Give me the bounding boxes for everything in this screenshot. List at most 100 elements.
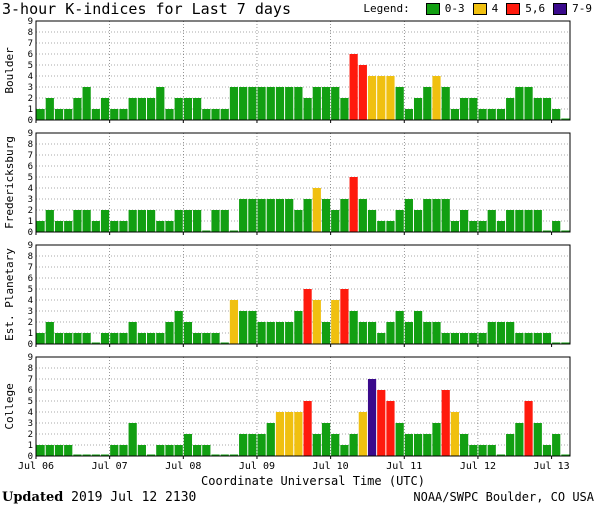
k-index-bar xyxy=(496,221,506,232)
k-index-bar xyxy=(312,300,321,344)
k-index-bar xyxy=(239,199,248,232)
k-index-bar xyxy=(285,412,294,456)
k-index-bar xyxy=(404,322,413,344)
k-index-bar xyxy=(285,199,294,232)
k-index-bar xyxy=(450,333,460,344)
legend-swatch-red xyxy=(506,2,521,15)
k-index-bar xyxy=(54,221,64,232)
k-index-bar xyxy=(331,87,340,120)
k-index-bar xyxy=(165,445,174,456)
k-index-bar xyxy=(413,98,423,120)
k-index-bar xyxy=(496,454,506,456)
k-index-bar xyxy=(119,109,128,120)
y-tick-label: 7 xyxy=(28,375,33,385)
k-index-bar xyxy=(349,434,358,456)
legend-item-7-9: 7-9 xyxy=(553,2,592,15)
k-index-bar xyxy=(496,322,506,344)
k-index-bar xyxy=(248,434,257,456)
y-tick-label: 6 xyxy=(28,50,33,60)
k-index-bar xyxy=(377,76,386,120)
k-index-bar xyxy=(386,76,395,120)
k-index-bar xyxy=(54,333,64,344)
k-index-bar xyxy=(156,221,165,232)
k-index-bar xyxy=(183,98,193,120)
k-index-bar xyxy=(423,199,432,232)
k-index-bar xyxy=(137,98,146,120)
x-tick-label: Jul 11 xyxy=(386,461,422,472)
k-index-bar xyxy=(275,199,285,232)
k-index-bar xyxy=(367,379,377,456)
k-index-bar xyxy=(266,87,275,120)
k-index-bar xyxy=(386,221,395,232)
y-tick-label: 4 xyxy=(28,72,33,82)
k-index-bar xyxy=(45,322,54,344)
y-tick-label: 0 xyxy=(28,228,33,238)
panel-frame xyxy=(35,20,571,121)
y-tick-label: 2 xyxy=(28,318,33,328)
y-tick-label: 7 xyxy=(28,39,33,49)
y-tick-label: 4 xyxy=(28,184,33,194)
k-index-bar xyxy=(469,221,478,232)
k-index-bar xyxy=(128,98,137,120)
k-index-bar xyxy=(193,98,202,120)
y-tick-label: 8 xyxy=(28,28,33,38)
y-tick-label: 6 xyxy=(28,274,33,284)
k-index-bar xyxy=(229,300,239,344)
legend-swatch-yellow xyxy=(472,2,487,15)
k-index-bar xyxy=(183,322,193,344)
k-index-bar xyxy=(183,210,193,232)
legend-label-4: 4 xyxy=(491,2,499,15)
k-index-bar xyxy=(367,322,377,344)
k-index-bar xyxy=(377,221,386,232)
k-index-bar xyxy=(110,333,119,344)
k-index-bar xyxy=(174,210,183,232)
k-index-bar xyxy=(303,401,312,456)
x-tick-label: Jul 12 xyxy=(460,461,496,472)
k-index-bar xyxy=(441,199,450,232)
k-index-bar xyxy=(266,322,275,344)
k-index-bar xyxy=(266,423,275,456)
k-index-bar xyxy=(220,109,229,120)
k-index-bar xyxy=(423,434,432,456)
k-index-bar xyxy=(174,445,183,456)
k-index-bar xyxy=(64,445,73,456)
k-index-bar xyxy=(450,412,460,456)
k-index-bar xyxy=(386,322,395,344)
k-index-bar xyxy=(257,322,266,344)
k-index-bar xyxy=(561,118,570,120)
k-index-bar xyxy=(36,333,45,344)
k-index-bar xyxy=(110,445,119,456)
k-index-bar xyxy=(275,412,285,456)
k-index-bar xyxy=(478,109,487,120)
k-index-bar xyxy=(229,87,239,120)
k-index-bar xyxy=(257,199,266,232)
k-index-bar xyxy=(524,210,533,232)
y-tick-label: 9 xyxy=(28,353,33,363)
k-index-bar xyxy=(542,333,552,344)
k-index-bar xyxy=(386,401,395,456)
k-index-bar xyxy=(119,333,128,344)
k-index-bar xyxy=(413,434,423,456)
k-index-bar xyxy=(321,423,331,456)
k-index-bar xyxy=(349,177,358,232)
k-index-bar xyxy=(36,221,45,232)
updated-value: 2019 Jul 12 2130 xyxy=(71,490,197,505)
k-index-bar xyxy=(91,109,100,120)
k-index-bar xyxy=(193,210,202,232)
k-index-bar xyxy=(128,423,137,456)
y-tick-label: 2 xyxy=(28,430,33,440)
y-tick-label: 9 xyxy=(28,241,33,251)
k-index-bar xyxy=(285,87,294,120)
k-index-bar xyxy=(211,333,220,344)
legend-item-5-6: 5,6 xyxy=(506,2,545,15)
updated-line: Updated 2019 Jul 12 2130 xyxy=(2,490,196,505)
k-index-bar xyxy=(469,445,478,456)
k-index-bar xyxy=(211,109,220,120)
k-index-bar xyxy=(423,87,432,120)
y-tick-label: 6 xyxy=(28,386,33,396)
x-tick-label: Jul 09 xyxy=(239,461,275,472)
k-index-bar xyxy=(91,454,100,456)
chart-title: 3-hour K-indices for Last 7 days xyxy=(2,0,291,18)
legend-item-4: 4 xyxy=(472,2,499,15)
